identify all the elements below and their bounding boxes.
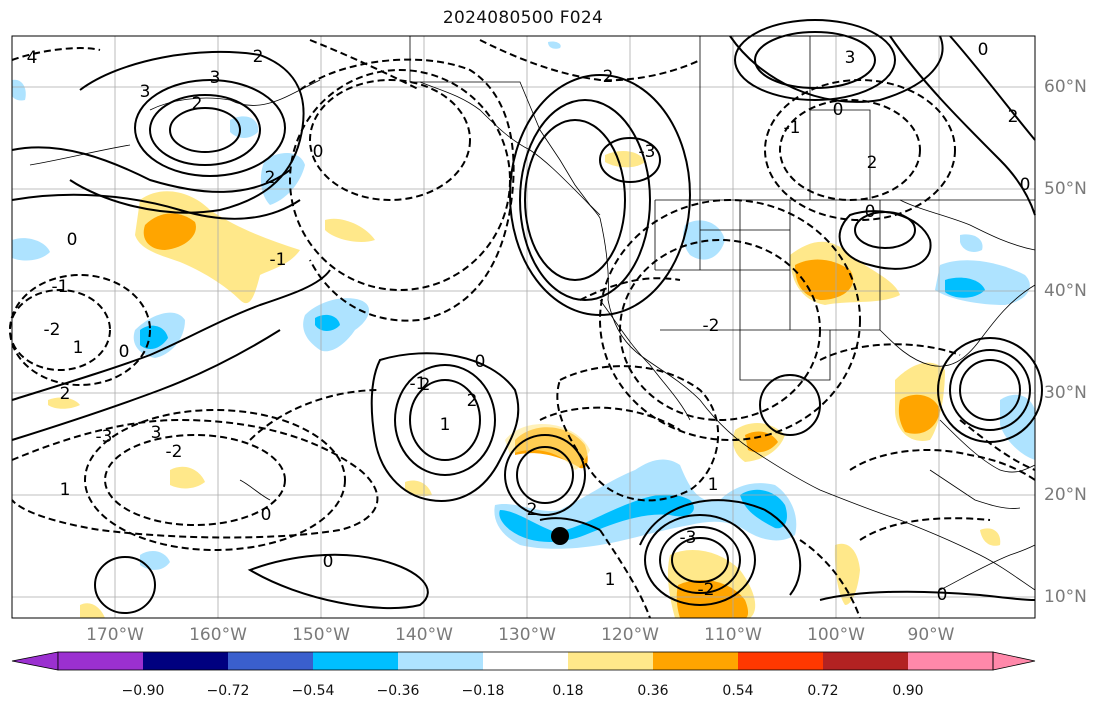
contour-label: 3 bbox=[844, 48, 856, 68]
contour-label: 1 bbox=[604, 570, 616, 590]
contour-label: 0 bbox=[832, 100, 844, 120]
lat-label-50n: 50°N bbox=[1044, 179, 1087, 199]
colorbar-tick: −0.54 bbox=[291, 683, 335, 699]
contour-label: 3 bbox=[150, 423, 162, 443]
lat-label-20n: 20°N bbox=[1044, 485, 1087, 505]
contour-label: -2 bbox=[43, 320, 61, 340]
contour-label: 2 bbox=[526, 500, 538, 520]
contour-label: 0 bbox=[864, 202, 876, 222]
lon-label-100w: 100°W bbox=[807, 625, 865, 645]
contour-label: 2 bbox=[252, 47, 264, 67]
contour-label: -1 bbox=[51, 277, 69, 297]
lon-label-130w: 130°W bbox=[498, 625, 556, 645]
colorbar-tick: 0.36 bbox=[637, 683, 669, 699]
contour-label: -2 bbox=[165, 442, 183, 462]
contour-label: -3 bbox=[679, 528, 697, 548]
map-title: 2024080500 F024 bbox=[442, 8, 604, 28]
lon-label-140w: 140°W bbox=[395, 625, 453, 645]
colorbar-tick: −0.36 bbox=[376, 683, 420, 699]
map-frame bbox=[11, 35, 1036, 619]
contour-label: -1 bbox=[269, 250, 287, 270]
colorbar-tick: 0.90 bbox=[892, 683, 924, 699]
contour-label: 2 bbox=[59, 384, 71, 404]
lon-label-150w: 150°W bbox=[292, 625, 350, 645]
contour-label: -3 bbox=[95, 427, 113, 447]
contour-label: 0 bbox=[977, 40, 989, 60]
contour-label: 0 bbox=[474, 352, 486, 372]
contour-label: 2 bbox=[191, 94, 203, 114]
contour-label: 0 bbox=[66, 230, 78, 250]
colorbar-tick: 0.54 bbox=[722, 683, 754, 699]
contour-label: -1 bbox=[783, 118, 801, 138]
colorbar bbox=[11, 651, 1036, 671]
storm-center-marker bbox=[551, 527, 569, 545]
contour-label: 0 bbox=[322, 552, 334, 572]
contour-label: 0 bbox=[260, 505, 272, 525]
dashed-contours bbox=[9, 39, 1036, 619]
contour-label: -1 bbox=[409, 374, 427, 394]
contour-label: 3 bbox=[139, 82, 151, 102]
contour-label: -2 bbox=[702, 316, 720, 336]
lat-label-10n: 10°N bbox=[1044, 587, 1087, 607]
colorbar-tick: −0.72 bbox=[206, 683, 250, 699]
contour-label: 2 bbox=[466, 391, 478, 411]
contour-label: 2 bbox=[419, 375, 431, 395]
lat-label-40n: 40°N bbox=[1044, 281, 1087, 301]
contour-label: -3 bbox=[638, 142, 656, 162]
contour-label: 0 bbox=[1019, 175, 1031, 195]
contour-label: 0 bbox=[936, 585, 948, 605]
contour-label: 2 bbox=[264, 168, 276, 188]
lon-label-120w: 120°W bbox=[601, 625, 659, 645]
contour-label: 1 bbox=[439, 415, 451, 435]
lon-label-160w: 160°W bbox=[189, 625, 247, 645]
lon-label-90w: 90°W bbox=[907, 625, 955, 645]
contour-label: 4 bbox=[26, 48, 38, 68]
colorbar-tick: 0.72 bbox=[807, 683, 839, 699]
contour-label: 2 bbox=[1007, 107, 1019, 127]
contour-label: 2 bbox=[602, 67, 614, 87]
contour-label: 1 bbox=[72, 338, 84, 358]
contour-label: 0 bbox=[312, 142, 324, 162]
contour-label: 0 bbox=[118, 342, 130, 362]
lon-label-110w: 110°W bbox=[704, 625, 762, 645]
contour-label: 2 bbox=[866, 153, 878, 173]
lon-label-170w: 170°W bbox=[86, 625, 144, 645]
colorbar-tick: −0.18 bbox=[461, 683, 505, 699]
contour-label: 1 bbox=[707, 475, 719, 495]
contour-label: 3 bbox=[209, 68, 221, 88]
lat-label-60n: 60°N bbox=[1044, 77, 1087, 97]
contour-label: 1 bbox=[59, 480, 71, 500]
colorbar-tick: −0.90 bbox=[121, 683, 165, 699]
solid-contours bbox=[11, 19, 1043, 614]
contour-label: -2 bbox=[697, 580, 715, 600]
colorbar-tick: 0.18 bbox=[552, 683, 584, 699]
lat-label-30n: 30°N bbox=[1044, 383, 1087, 403]
